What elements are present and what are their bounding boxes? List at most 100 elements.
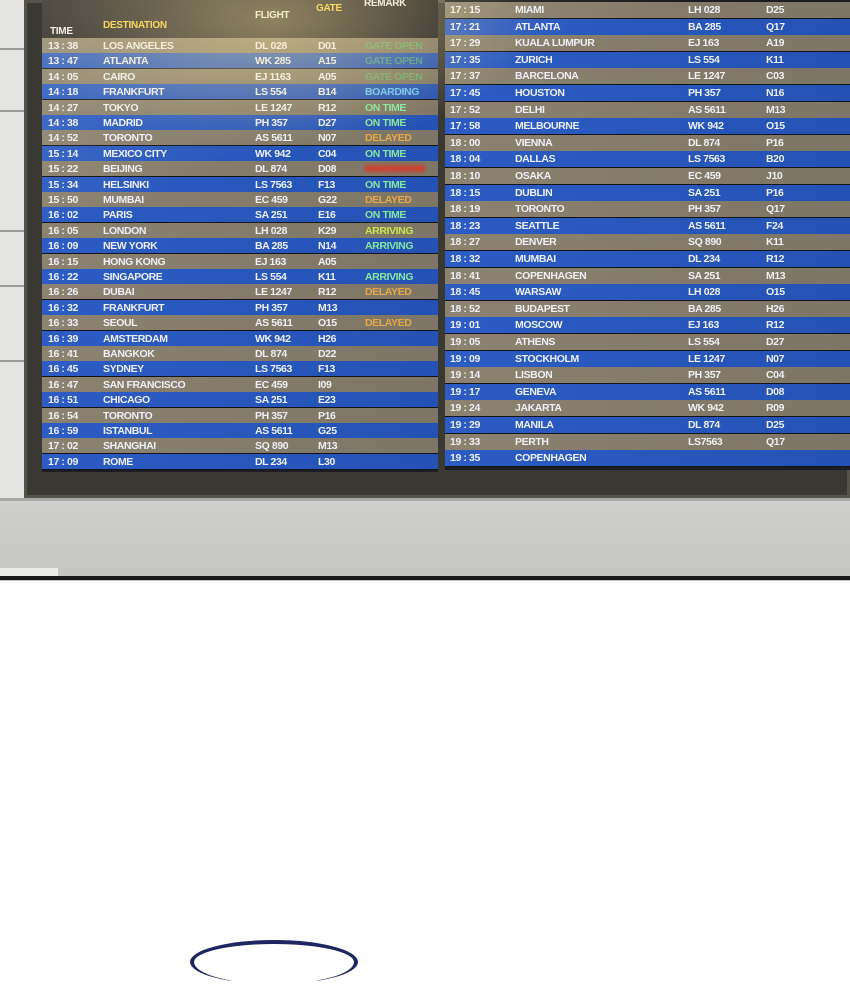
destination-cell: STOCKHOLM — [515, 352, 579, 365]
destination-cell: VIENNA — [515, 136, 553, 149]
remark-cell: DELAYED — [365, 317, 412, 330]
gate-cell: A15 — [318, 55, 337, 68]
flight-cell: DL 234 — [255, 455, 287, 468]
flight-row: 16 : 26 DUBAI LE 1247 R12 DELAYED — [42, 284, 438, 301]
wall-line — [0, 285, 26, 287]
destination-cell: WARSAW — [515, 286, 562, 299]
flight-cell: SQ 890 — [688, 236, 722, 249]
time-cell: 18 : 32 — [450, 253, 480, 265]
gate-cell: A05 — [318, 70, 337, 83]
departure-board-left: TIME DESTINATION FLIGHT GATE REMARK 13 :… — [42, 0, 438, 472]
flight-row: 16 : 02 PARIS SA 251 E16 ON TIME — [42, 207, 438, 224]
flight-row: 19 : 01 MOSCOW EJ 163 R12 — [445, 317, 850, 335]
flight-row: 17 : 02 SHANGHAI SQ 890 M13 — [42, 438, 438, 455]
destination-cell: CAIRO — [103, 70, 135, 83]
time-cell: 17 : 45 — [450, 87, 480, 99]
time-cell: 16 : 33 — [48, 317, 78, 330]
destination-cell: ATLANTA — [515, 20, 561, 33]
flight-row: 17 : 45 HOUSTON PH 357 N16 — [445, 85, 850, 102]
remark-cell: BOARDING — [365, 86, 419, 99]
remark-cell: ON TIME — [365, 209, 406, 222]
flight-cell: AS 5611 — [688, 103, 726, 116]
gate-cell: R12 — [766, 253, 785, 265]
flight-row: 14 : 05 CAIRO EJ 1163 A05 GATE OPEN — [42, 68, 438, 85]
flight-row: 14 : 18 FRANKFURT LS 554 B14 BOARDING — [42, 84, 438, 101]
remark-cell: ARRIVING — [365, 240, 414, 253]
remark-cell: ON TIME — [365, 147, 406, 160]
flight-row: 17 : 58 MELBOURNE WK 942 O15 — [445, 118, 850, 136]
destination-cell: TORONTO — [103, 409, 153, 422]
destination-cell: MUMBAI — [103, 194, 144, 206]
flight-cell: EJ 163 — [255, 255, 286, 268]
gate-cell: K11 — [766, 236, 784, 249]
gate-cell: L30 — [318, 455, 335, 468]
flight-cell: EC 459 — [688, 170, 721, 182]
flight-row: 16 : 41 BANGKOK DL 874 D22 — [42, 346, 438, 362]
time-cell: 18 : 45 — [450, 286, 480, 299]
gate-cell: F13 — [318, 178, 335, 191]
gate-cell: R09 — [766, 402, 785, 415]
flight-cell: LS 554 — [255, 86, 287, 99]
remark-cell: GATE OPEN — [365, 70, 423, 83]
remark-cell: GATE OPEN — [365, 55, 423, 68]
flight-row: 14 : 27 TOKYO LE 1247 R12 ON TIME — [42, 99, 438, 116]
destination-cell: TOKYO — [103, 101, 139, 114]
flight-row: 13 : 38 LOS ANGELES DL 028 D01 GATE OPEN — [42, 38, 438, 54]
time-cell: 18 : 23 — [450, 219, 480, 232]
gate-cell: F13 — [318, 363, 335, 376]
time-cell: 15 : 14 — [48, 147, 78, 160]
flight-cell: LH 028 — [688, 286, 721, 299]
destination-cell: LONDON — [103, 224, 147, 237]
destination-cell: COPENHAGEN — [515, 452, 587, 465]
wall-line — [0, 360, 26, 362]
time-cell: 15 : 50 — [48, 194, 78, 206]
flight-cell: PH 357 — [255, 409, 288, 422]
flight-row: 17 : 35 ZURICH LS 554 K11 — [445, 51, 850, 69]
gate-cell: Q17 — [766, 20, 785, 33]
gate-cell: F24 — [766, 219, 783, 232]
time-cell: 13 : 47 — [48, 55, 78, 68]
gate-cell: O15 — [318, 317, 337, 330]
flight-row: 18 : 27 DENVER SQ 890 K11 — [445, 234, 850, 252]
flight-row: 15 : 22 BEIJING DL 874 D08 — [42, 161, 438, 178]
gate-cell: M13 — [318, 440, 338, 453]
destination-cell: TORONTO — [515, 203, 565, 216]
time-cell: 15 : 34 — [48, 178, 78, 191]
flight-cell: LS 554 — [255, 271, 287, 283]
gate-cell: D25 — [766, 4, 785, 16]
destination-cell: ATLANTA — [103, 55, 149, 68]
destination-cell: MADRID — [103, 117, 143, 129]
flight-row: 18 : 00 VIENNA DL 874 P16 — [445, 134, 850, 152]
flight-row: 16 : 32 FRANKFURT PH 357 M13 — [42, 299, 438, 316]
flight-cell: WK 942 — [255, 332, 291, 345]
gate-cell: H26 — [318, 332, 337, 345]
destination-cell: LISBON — [515, 369, 553, 382]
gate-cell: I09 — [318, 378, 332, 391]
flight-cell: PH 357 — [255, 117, 288, 129]
destination-cell: BANGKOK — [103, 348, 155, 360]
time-cell: 16 : 41 — [48, 348, 78, 360]
time-cell: 14 : 18 — [48, 86, 78, 99]
wall-line — [0, 110, 26, 112]
time-cell: 14 : 05 — [48, 70, 78, 83]
flight-row: 17 : 29 KUALA LUMPUR EJ 163 A19 — [445, 35, 850, 53]
flight-cell: DL 874 — [255, 348, 287, 360]
flight-row: 16 : 45 SYDNEY LS 7563 F13 — [42, 361, 438, 378]
flight-cell: LS 7563 — [255, 363, 292, 376]
gate-cell: D08 — [318, 163, 337, 176]
time-cell: 16 : 22 — [48, 271, 78, 283]
flight-cell: AS 5611 — [255, 132, 293, 145]
time-cell: 19 : 09 — [450, 352, 480, 365]
time-cell: 14 : 38 — [48, 117, 78, 129]
time-cell: 18 : 10 — [450, 170, 480, 182]
destination-cell: SAN FRANCISCO — [103, 378, 186, 391]
destination-cell: SINGAPORE — [103, 271, 163, 283]
gate-cell: M13 — [766, 103, 786, 116]
time-cell: 17 : 15 — [450, 4, 480, 16]
remark-cell: ON TIME — [365, 178, 406, 191]
flight-cell: BA 285 — [688, 20, 721, 33]
destination-cell: DENVER — [515, 236, 557, 249]
gate-cell: E23 — [318, 394, 336, 407]
flight-row: 19 : 05 ATHENS LS 554 D27 — [445, 334, 850, 351]
remark-cell: DELAYED — [365, 286, 412, 299]
